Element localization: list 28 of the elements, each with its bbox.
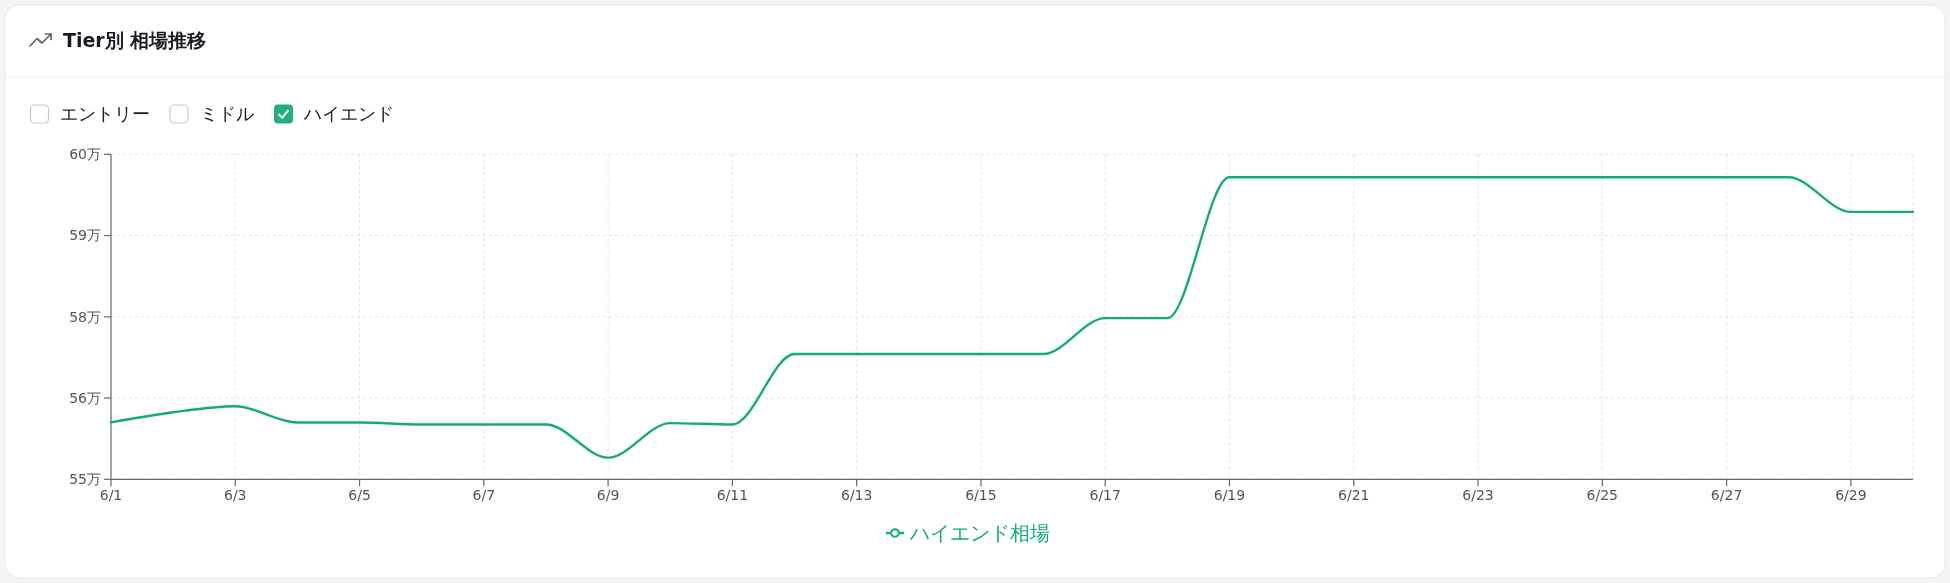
x-tick-label: 6/15 [965,487,997,504]
checkbox[interactable] [169,104,189,124]
x-tick-label: 6/7 [472,487,496,504]
x-tick-label: 6/27 [1710,487,1743,504]
x-tick-label: 6/5 [348,487,371,504]
x-tick-label: 6/19 [1213,487,1246,504]
y-tick-label: 55万 [69,471,101,488]
legend-label: ハイエンド相場 [909,521,1050,545]
x-tick-label: 6/21 [1338,487,1370,504]
x-tick-label: 6/17 [1089,487,1121,504]
line-series [109,176,1915,459]
x-tick-label: 6/11 [716,487,749,504]
x-tick-label: 6/29 [1835,487,1867,504]
x-tick-label: 6/9 [596,487,620,504]
x-tick-label: 6/1 [99,487,123,504]
checkbox[interactable] [29,104,50,124]
chart-title: Tier別 相場推移 [63,29,207,51]
y-tick-label: 58万 [69,308,101,325]
x-tick-label: 6/13 [840,487,873,504]
x-tick-label: 6/25 [1586,487,1619,504]
text: エントリー [60,104,150,124]
text: ハイエンド [303,104,394,124]
text: ミドル [199,104,254,124]
x-tick-label: 6/23 [1462,487,1494,504]
y-tick-label: 59万 [69,227,101,244]
y-tick-label: 60万 [69,146,101,163]
x-tick-label: 6/3 [224,487,247,504]
y-tick-label: 56万 [69,389,101,406]
